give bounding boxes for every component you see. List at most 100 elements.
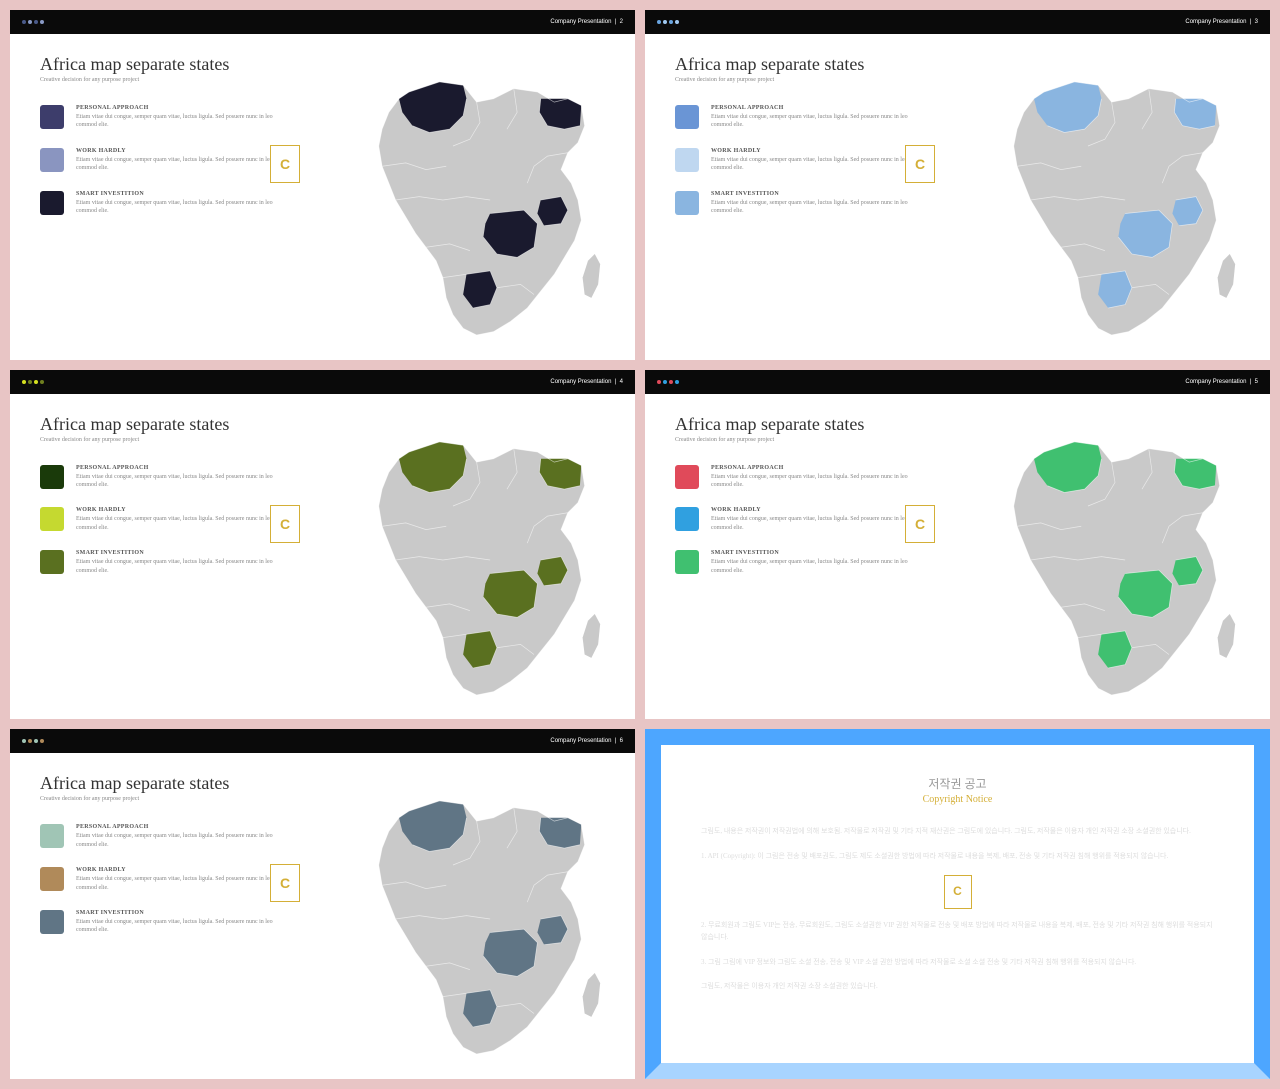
swatch (675, 191, 699, 215)
header-dots (22, 20, 44, 24)
legend-item-desc: Etiam vitae dui congue, semper quam vita… (76, 515, 280, 532)
africa-map (980, 65, 1250, 349)
badge-letter: C (280, 875, 290, 891)
legend: PERSONAL APPROACH Etiam vitae dui congue… (675, 465, 915, 575)
badge-letter: C (953, 881, 962, 903)
copyright-line: 2. 무료회원과 그림도 VIP는 전송, 무료회원도, 그림도 소셜권한 VI… (701, 919, 1214, 944)
header-label: Company Presentation | 5 (1185, 379, 1258, 385)
legend-item: SMART INVESTITION Etiam vitae dui congue… (40, 191, 280, 216)
copyright-line: 3. 그림 그림에 VIP 정보와 그림도 소셜 전송, 전송 및 VIP 소셜… (701, 956, 1214, 969)
left-column: Africa map separate states Creative deci… (40, 414, 280, 593)
swatch (675, 507, 699, 531)
legend-item: PERSONAL APPROACH Etiam vitae dui congue… (40, 105, 280, 130)
dot (657, 20, 661, 24)
legend-item: SMART INVESTITION Etiam vitae dui congue… (675, 550, 915, 575)
legend-item-title: PERSONAL APPROACH (711, 465, 915, 471)
dot (663, 20, 667, 24)
copyright-body: 그림도, 내용은 저작권이 저작권법에 의해 보호됨. 저작물로 저작권 및 기… (701, 825, 1214, 993)
copyright-line: 그림도, 저작물은 이용자 개인 저작권 소장 소셜권한 있습니다. (701, 980, 1214, 993)
legend-item-title: SMART INVESTITION (76, 550, 280, 556)
legend-item-desc: Etiam vitae dui congue, semper quam vita… (711, 515, 915, 532)
swatch (675, 550, 699, 574)
legend-item-desc: Etiam vitae dui congue, semper quam vita… (76, 156, 280, 173)
legend-item-desc: Etiam vitae dui congue, semper quam vita… (76, 473, 280, 490)
slide-header: Company Presentation | 3 (645, 10, 1270, 34)
legend-item-desc: Etiam vitae dui congue, semper quam vita… (76, 875, 280, 892)
slide-2: Company Presentation | 2 Africa map sepa… (10, 10, 635, 360)
legend-item-title: WORK HARDLY (711, 507, 915, 513)
legend: PERSONAL APPROACH Etiam vitae dui congue… (40, 824, 280, 934)
legend-text: WORK HARDLY Etiam vitae dui congue, semp… (711, 507, 915, 532)
legend-item-desc: Etiam vitae dui congue, semper quam vita… (76, 558, 280, 575)
legend-item-desc: Etiam vitae dui congue, semper quam vita… (711, 156, 915, 173)
legend-text: WORK HARDLY Etiam vitae dui congue, semp… (76, 507, 280, 532)
legend-item-title: PERSONAL APPROACH (76, 465, 280, 471)
legend-item-title: PERSONAL APPROACH (76, 105, 280, 111)
copyright-subtitle: Copyright Notice (923, 794, 993, 805)
header-label: Company Presentation | 6 (550, 738, 623, 744)
swatch (40, 910, 64, 934)
badge: C (905, 145, 935, 183)
swatch (40, 824, 64, 848)
badge-letter: C (915, 516, 925, 532)
slide-title: Africa map separate states (40, 54, 280, 75)
swatch (675, 148, 699, 172)
swatch (40, 105, 64, 129)
badge-letter: C (280, 156, 290, 172)
left-column: Africa map separate states Creative deci… (675, 414, 915, 593)
swatch (675, 105, 699, 129)
header-dots (22, 380, 44, 384)
dot (669, 20, 673, 24)
slide-header: Company Presentation | 2 (10, 10, 635, 34)
legend-item: PERSONAL APPROACH Etiam vitae dui congue… (40, 824, 280, 849)
copyright-slide: 저작권 공고 Copyright Notice 그림도, 내용은 저작권이 저작… (645, 729, 1270, 1079)
header-label: Company Presentation | 4 (550, 379, 623, 385)
dot (675, 380, 679, 384)
legend-item: SMART INVESTITION Etiam vitae dui congue… (675, 191, 915, 216)
legend-item-desc: Etiam vitae dui congue, semper quam vita… (711, 558, 915, 575)
slide-subtitle: Creative decision for any purpose projec… (675, 77, 915, 83)
header-label: Company Presentation | 3 (1185, 19, 1258, 25)
header-dots (657, 20, 679, 24)
legend-item: WORK HARDLY Etiam vitae dui congue, semp… (40, 867, 280, 892)
slide-subtitle: Creative decision for any purpose projec… (675, 437, 915, 443)
dot (40, 20, 44, 24)
slide-3: Company Presentation | 3 Africa map sepa… (645, 10, 1270, 360)
legend-item-desc: Etiam vitae dui congue, semper quam vita… (711, 199, 915, 216)
legend-text: SMART INVESTITION Etiam vitae dui congue… (76, 191, 280, 216)
legend-item: WORK HARDLY Etiam vitae dui congue, semp… (675, 507, 915, 532)
slide-title: Africa map separate states (675, 54, 915, 75)
left-column: Africa map separate states Creative deci… (675, 54, 915, 233)
legend-item: PERSONAL APPROACH Etiam vitae dui congue… (675, 465, 915, 490)
dot (657, 380, 661, 384)
dot (22, 739, 26, 743)
africa-map (345, 65, 615, 349)
dot (40, 380, 44, 384)
legend-item-title: WORK HARDLY (76, 148, 280, 154)
dot (34, 20, 38, 24)
africa-map (980, 425, 1250, 709)
slide-header: Company Presentation | 4 (10, 370, 635, 394)
legend-text: SMART INVESTITION Etiam vitae dui congue… (711, 550, 915, 575)
slide-title: Africa map separate states (40, 414, 280, 435)
legend-text: PERSONAL APPROACH Etiam vitae dui congue… (76, 465, 280, 490)
slide-title: Africa map separate states (40, 773, 280, 794)
header-dots (22, 739, 44, 743)
slide-subtitle: Creative decision for any purpose projec… (40, 77, 280, 83)
swatch (40, 867, 64, 891)
legend-text: PERSONAL APPROACH Etiam vitae dui congue… (711, 105, 915, 130)
dot (40, 739, 44, 743)
legend-text: PERSONAL APPROACH Etiam vitae dui congue… (711, 465, 915, 490)
legend-item-title: WORK HARDLY (76, 867, 280, 873)
legend-text: WORK HARDLY Etiam vitae dui congue, semp… (76, 148, 280, 173)
dot (28, 20, 32, 24)
dot (669, 380, 673, 384)
legend-item-desc: Etiam vitae dui congue, semper quam vita… (76, 832, 280, 849)
legend-item: SMART INVESTITION Etiam vitae dui congue… (40, 910, 280, 935)
legend-item: PERSONAL APPROACH Etiam vitae dui congue… (40, 465, 280, 490)
swatch (675, 465, 699, 489)
legend: PERSONAL APPROACH Etiam vitae dui congue… (40, 465, 280, 575)
legend-item-desc: Etiam vitae dui congue, semper quam vita… (76, 918, 280, 935)
badge: C (270, 145, 300, 183)
map-container (980, 65, 1250, 335)
